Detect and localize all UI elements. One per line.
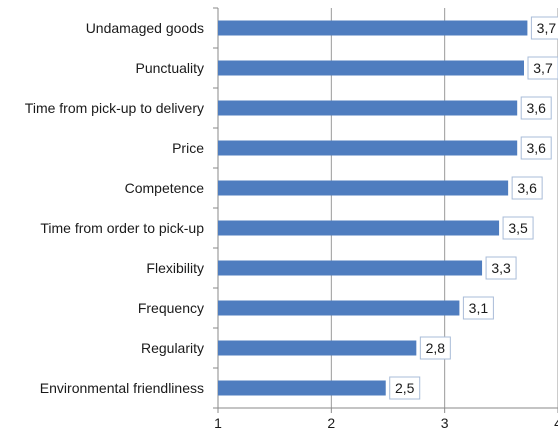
- data-label: 3,3: [491, 260, 511, 276]
- data-label: 3,7: [537, 20, 557, 36]
- bar: [218, 180, 509, 196]
- data-label: 2,8: [426, 340, 446, 356]
- data-label-box: [419, 336, 451, 360]
- category-label: Regularity: [141, 340, 204, 356]
- data-label: 3,6: [526, 140, 546, 156]
- bar: [218, 380, 386, 396]
- data-label-box: [462, 296, 494, 320]
- category-label: Punctuality: [136, 60, 204, 76]
- data-labels: 3,7 3,7 3,6 3,6 3,6 3,5 3,3 3,1 2,8 2,5: [389, 16, 558, 400]
- bars: [218, 20, 528, 396]
- bar: [218, 100, 518, 116]
- data-label: 3,1: [469, 300, 489, 316]
- data-label-box: [530, 16, 558, 40]
- category-label: Environmental friendliness: [40, 380, 204, 396]
- bar: [218, 340, 417, 356]
- bar: [218, 300, 460, 316]
- data-label: 2,5: [395, 380, 415, 396]
- category-label: Frequency: [138, 300, 204, 316]
- category-label: Undamaged goods: [86, 20, 204, 36]
- x-tick-label: 1: [214, 415, 222, 431]
- category-labels: Undamaged goods Punctuality Time from pick…: [25, 20, 204, 396]
- data-label-box: [527, 56, 558, 80]
- bar: [218, 140, 518, 156]
- data-label-box: [520, 96, 552, 120]
- x-tick-label: 2: [327, 415, 335, 431]
- x-tick-labels: 1 2 3 4: [214, 415, 558, 431]
- category-label: Time from pick-up to delivery: [25, 100, 204, 116]
- bar: [218, 220, 500, 236]
- category-label: Flexibility: [146, 260, 204, 276]
- data-label-box: [502, 216, 534, 240]
- data-label: 3,7: [533, 60, 553, 76]
- data-label: 3,6: [517, 180, 537, 196]
- data-label: 3,6: [526, 100, 546, 116]
- x-tick-label: 4: [554, 415, 558, 431]
- data-label-box: [520, 136, 552, 160]
- bar: [218, 20, 528, 36]
- category-label: Competence: [125, 180, 205, 196]
- x-tick-label: 3: [441, 415, 449, 431]
- bar: [218, 60, 524, 76]
- data-label-box: [485, 256, 517, 280]
- category-label: Price: [172, 140, 204, 156]
- category-label: Time from order to pick-up: [40, 220, 204, 236]
- bar: [218, 260, 483, 276]
- data-label-box: [511, 176, 543, 200]
- data-label-box: [389, 376, 421, 400]
- data-label: 3,5: [508, 220, 528, 236]
